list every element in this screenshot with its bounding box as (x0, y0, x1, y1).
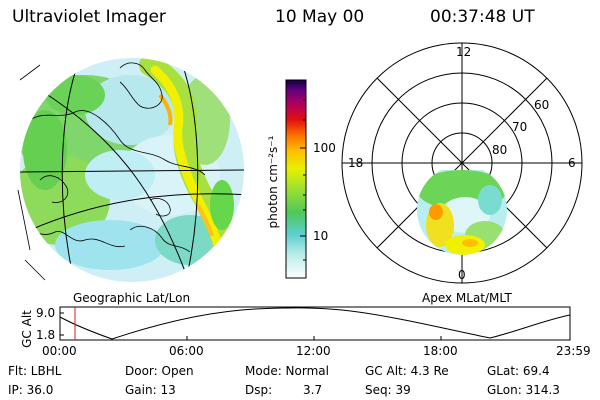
glat-field: GLat: 69.4 (487, 364, 550, 378)
mlt-label-12: 12 (456, 45, 472, 59)
xtick-0000: 00:00 (42, 344, 77, 358)
alt-tick-bottom: 1.8 (36, 328, 56, 342)
mlt-label-6: 6 (568, 156, 576, 170)
xtick-0600: 06:00 (169, 344, 204, 358)
gc-alt-field: GC Alt: 4.3 Re (365, 364, 449, 378)
gain-field: Gain: 13 (125, 383, 176, 397)
xtick-1200: 12:00 (296, 344, 331, 358)
lat-label-80: 80 (492, 143, 508, 157)
mlt-label-18: 18 (348, 156, 364, 170)
polar-plot (341, 42, 583, 284)
date-label: 10 May 00 (275, 7, 365, 27)
mode-field: Mode: Normal (245, 364, 329, 378)
glon-field: GLon: 314.3 (487, 383, 560, 397)
xtick-2359: 23:59 (556, 344, 591, 358)
geographic-image (20, 58, 244, 282)
geographic-caption: Geographic Lat/Lon (73, 291, 191, 305)
dsp-label: Dsp: (245, 383, 273, 397)
seq-field: Seq: 39 (365, 383, 411, 397)
flt-field: Flt: LBHL (8, 364, 62, 378)
time-label: 00:37:48 UT (430, 7, 535, 27)
instrument-title: Ultraviolet Imager (12, 7, 166, 27)
dsp-value: 3.7 (303, 383, 323, 397)
altitude-plot (59, 306, 571, 341)
xtick-1800: 18:00 (423, 344, 458, 358)
colorbar-unit-label: photon cm⁻²s⁻¹ (266, 135, 280, 229)
lat-label-70: 70 (512, 120, 528, 134)
gc-alt-axis-label: GC Alt (19, 310, 34, 348)
alt-tick-top: 9.0 (36, 306, 56, 320)
door-field: Door: Open (125, 364, 194, 378)
colorbar-tick-100: 100 (313, 141, 336, 155)
colorbar (285, 79, 307, 279)
lat-label-60: 60 (534, 98, 550, 112)
ip-field: IP: 36.0 (8, 383, 54, 397)
mlt-label-0: 0 (458, 268, 466, 282)
colorbar-tick-10: 10 (313, 229, 329, 243)
apex-caption: Apex MLat/MLT (422, 291, 512, 305)
